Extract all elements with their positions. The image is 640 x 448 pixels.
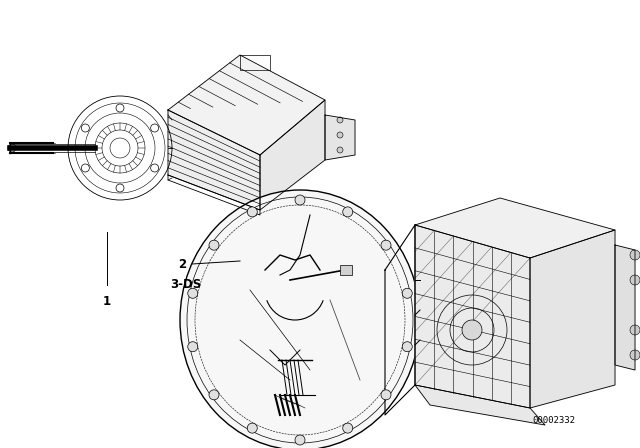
Circle shape <box>337 117 343 123</box>
Polygon shape <box>260 100 325 210</box>
Circle shape <box>188 342 198 352</box>
Circle shape <box>295 435 305 445</box>
Polygon shape <box>168 110 260 210</box>
Circle shape <box>630 350 640 360</box>
Polygon shape <box>530 230 615 408</box>
Circle shape <box>295 195 305 205</box>
Polygon shape <box>615 245 635 370</box>
Text: 00002332: 00002332 <box>532 415 575 425</box>
Polygon shape <box>168 55 325 155</box>
Circle shape <box>247 423 257 433</box>
Circle shape <box>343 207 353 217</box>
Ellipse shape <box>180 190 420 448</box>
Circle shape <box>462 320 482 340</box>
Text: 1: 1 <box>103 295 111 308</box>
Circle shape <box>403 342 412 352</box>
Circle shape <box>337 147 343 153</box>
Circle shape <box>381 390 391 400</box>
Circle shape <box>630 250 640 260</box>
Circle shape <box>209 390 219 400</box>
Polygon shape <box>415 385 545 425</box>
Circle shape <box>343 423 353 433</box>
Circle shape <box>381 240 391 250</box>
Circle shape <box>209 240 219 250</box>
Text: 2: 2 <box>178 258 186 271</box>
Polygon shape <box>415 225 530 408</box>
Circle shape <box>337 132 343 138</box>
Circle shape <box>403 289 412 298</box>
Circle shape <box>188 289 198 298</box>
Polygon shape <box>415 198 615 258</box>
Text: 3-DS: 3-DS <box>170 277 201 290</box>
FancyBboxPatch shape <box>340 265 352 275</box>
Circle shape <box>630 275 640 285</box>
Polygon shape <box>325 115 355 160</box>
Circle shape <box>247 207 257 217</box>
Circle shape <box>630 325 640 335</box>
